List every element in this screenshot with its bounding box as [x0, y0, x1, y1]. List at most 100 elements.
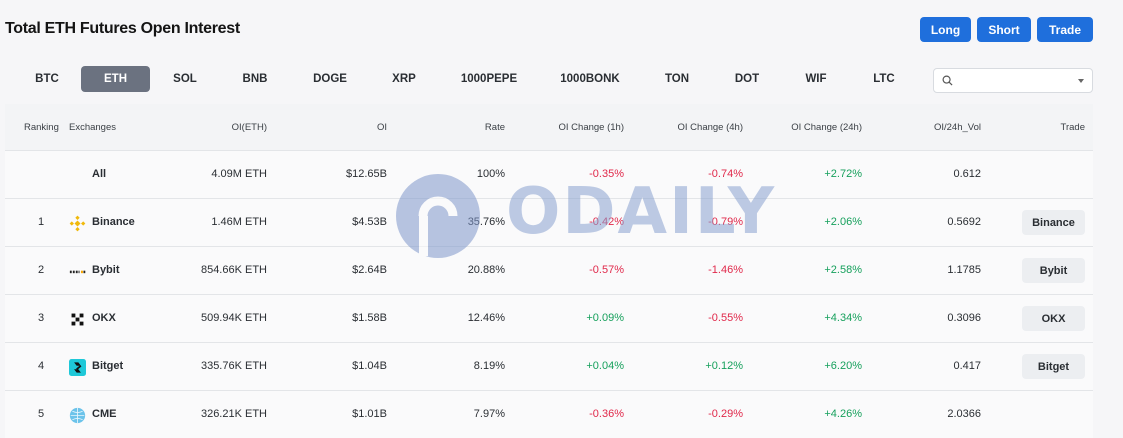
tab-eth[interactable]: ETH: [81, 66, 150, 92]
col-trade: Trade: [1060, 122, 1085, 133]
rate-value: 35.76%: [467, 216, 505, 228]
oi-vol-ratio-value: 0.417: [953, 360, 981, 372]
trade-okx-button[interactable]: OKX: [1022, 306, 1085, 331]
exchange-name: CME: [92, 408, 117, 420]
rate-value: 7.97%: [473, 408, 505, 420]
search-icon: [942, 75, 953, 86]
oi-value: $2.64B: [352, 264, 387, 276]
oi-eth-value: 4.09M ETH: [211, 168, 267, 180]
tab-wif[interactable]: WIF: [805, 73, 827, 85]
oi-change-1h-value: -0.35%: [589, 168, 624, 180]
rank-value: 2: [38, 264, 45, 276]
oi-change-4h-value: -0.74%: [708, 168, 743, 180]
oi-value: $1.04B: [352, 360, 387, 372]
oi-vol-ratio-value: 0.612: [953, 168, 981, 180]
table-row: 1 Binance 1.46M ETH $4.53B 35.76% -0.42%…: [5, 199, 1093, 247]
col-oi-change-4h: OI Change (4h): [677, 122, 743, 133]
bitget-icon: [69, 359, 86, 376]
exchange-name: OKX: [92, 312, 116, 324]
oi-vol-ratio-value: 0.5692: [947, 216, 981, 228]
oi-eth-value: 509.94K ETH: [200, 312, 267, 324]
search-input[interactable]: [956, 72, 1066, 90]
table-row-all: All 4.09M ETH $12.65B 100% -0.35% -0.74%…: [5, 151, 1093, 199]
rank-value: 5: [38, 408, 45, 420]
chevron-down-icon[interactable]: [1078, 79, 1084, 83]
exchange-name: Binance: [92, 216, 135, 228]
table-row: 2 Bybit 854.66K ETH $2.64B 20.88% -0.57%…: [5, 247, 1093, 295]
rate-value: 100%: [476, 168, 505, 180]
coin-search[interactable]: [933, 68, 1093, 93]
oi-eth-value: 854.66K ETH: [200, 264, 267, 276]
table-header: Ranking Exchanges OI(ETH) OI Rate OI Cha…: [5, 104, 1093, 151]
exchange-name: All: [92, 168, 107, 180]
oi-change-4h-value: +0.12%: [705, 360, 743, 372]
oi-change-1h-value: -0.36%: [589, 408, 624, 420]
exchange-name: Bitget: [92, 360, 124, 372]
tab-doge[interactable]: DOGE: [313, 73, 347, 85]
oi-change-4h-value: -1.46%: [708, 264, 743, 276]
col-oi-change-1h: OI Change (1h): [558, 122, 624, 133]
oi-change-24h-value: +2.72%: [824, 168, 862, 180]
coin-tabs: BTC ETH SOL BNB DOGE XRP 1000PEPE 1000BO…: [0, 66, 1123, 94]
tab-1000bonk[interactable]: 1000BONK: [560, 73, 620, 85]
oi-change-24h-value: +2.58%: [824, 264, 862, 276]
oi-change-4h-value: -0.79%: [708, 216, 743, 228]
tab-1000pepe[interactable]: 1000PEPE: [460, 73, 518, 85]
rank-value: 1: [38, 216, 45, 228]
tab-xrp[interactable]: XRP: [392, 73, 416, 85]
oi-eth-value: 1.46M ETH: [211, 216, 267, 228]
oi-change-24h-value: +6.20%: [824, 360, 862, 372]
oi-change-1h-value: -0.42%: [589, 216, 624, 228]
col-oi-24h-vol: OI/24h_Vol: [933, 122, 981, 133]
binance-icon: [69, 215, 86, 232]
oi-change-24h-value: +2.06%: [824, 216, 862, 228]
table-row: 4 Bitget 335.76K ETH $1.04B 8.19% +0.04%…: [5, 343, 1093, 391]
oi-vol-ratio-value: 1.1785: [947, 264, 981, 276]
oi-change-4h-value: -0.29%: [708, 408, 743, 420]
cme-icon: [69, 407, 86, 424]
oi-value: $1.01B: [352, 408, 387, 420]
exchange-name: Bybit: [92, 264, 120, 276]
oi-vol-ratio-value: 0.3096: [947, 312, 981, 324]
rank-value: 4: [38, 360, 45, 372]
bybit-icon: [69, 269, 86, 275]
col-oi: OI: [376, 122, 387, 133]
col-ranking: Ranking: [24, 122, 59, 133]
rank-value: 3: [38, 312, 45, 324]
okx-icon: [71, 313, 84, 326]
oi-change-4h-value: -0.55%: [708, 312, 743, 324]
tab-ton[interactable]: TON: [664, 73, 690, 85]
oi-value: $1.58B: [352, 312, 387, 324]
tab-btc[interactable]: BTC: [35, 73, 59, 85]
page-header: Total ETH Futures Open Interest Long Sho…: [0, 0, 1123, 60]
short-button[interactable]: Short: [977, 17, 1031, 42]
tab-ltc[interactable]: LTC: [873, 73, 895, 85]
oi-value: $4.53B: [352, 216, 387, 228]
long-button[interactable]: Long: [920, 17, 971, 42]
table-row: 3 OKX 509.94K ETH $1.58B 12.46% +0.09% -…: [5, 295, 1093, 343]
trade-button[interactable]: Trade: [1037, 17, 1093, 42]
oi-eth-value: 326.21K ETH: [200, 408, 267, 420]
tab-sol[interactable]: SOL: [173, 73, 197, 85]
trade-bybit-button[interactable]: Bybit: [1022, 258, 1085, 283]
rate-value: 8.19%: [473, 360, 505, 372]
oi-value: $12.65B: [346, 168, 387, 180]
oi-change-24h-value: +4.34%: [824, 312, 862, 324]
oi-change-24h-value: +4.26%: [824, 408, 862, 420]
oi-eth-value: 335.76K ETH: [200, 360, 267, 372]
tab-dot[interactable]: DOT: [734, 73, 760, 85]
open-interest-table: Ranking Exchanges OI(ETH) OI Rate OI Cha…: [5, 104, 1093, 438]
oi-change-1h-value: +0.09%: [586, 312, 624, 324]
col-exchanges: Exchanges: [69, 122, 117, 133]
oi-change-1h-value: +0.04%: [586, 360, 624, 372]
page-title: Total ETH Futures Open Interest: [5, 20, 240, 37]
col-rate: Rate: [484, 122, 505, 133]
trade-bitget-button[interactable]: Bitget: [1022, 354, 1085, 379]
tab-bnb[interactable]: BNB: [242, 73, 268, 85]
table-row: 5 CME 326.21K ETH $1.01B 7.97% -0.36% -0…: [5, 391, 1093, 438]
rate-value: 12.46%: [467, 312, 505, 324]
oi-vol-ratio-value: 2.0366: [947, 408, 981, 420]
oi-change-1h-value: -0.57%: [589, 264, 624, 276]
col-oi-eth: OI(ETH): [231, 122, 267, 133]
trade-binance-button[interactable]: Binance: [1022, 210, 1085, 235]
